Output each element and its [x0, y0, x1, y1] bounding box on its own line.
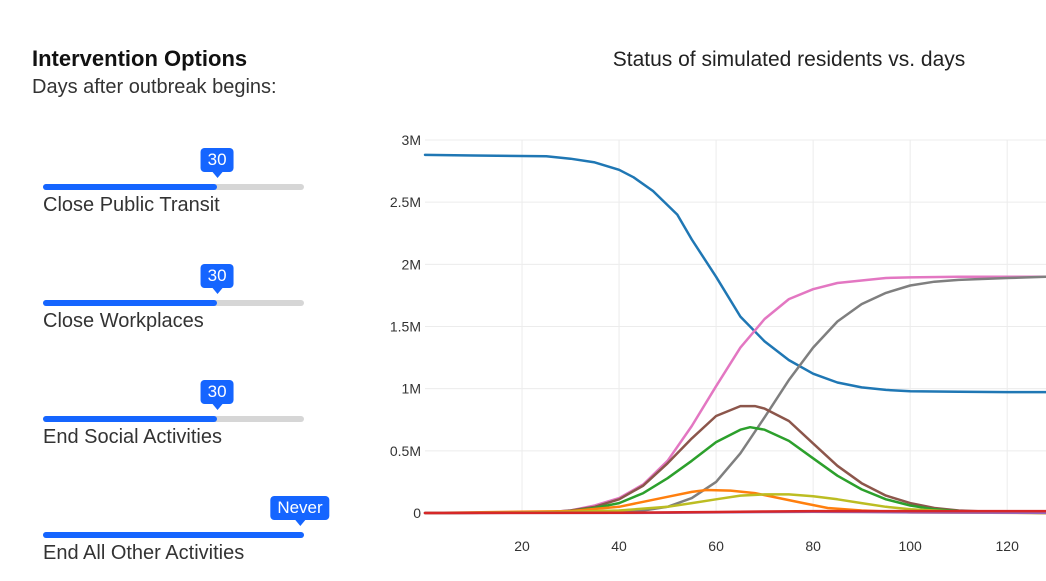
y-tick-label: 3M	[402, 132, 421, 148]
slider-value-badge[interactable]: 30	[200, 264, 234, 294]
slider-label: Close Workplaces	[43, 310, 204, 332]
slider-close-workplaces[interactable]: 30 Close Workplaces	[43, 260, 304, 332]
y-tick-label: 0.5M	[390, 443, 421, 459]
x-tick-label: 20	[514, 538, 530, 554]
x-tick-label: 60	[708, 538, 724, 554]
slider-fill	[43, 532, 304, 538]
slider-value-badge[interactable]: 30	[200, 380, 234, 410]
slider-fill	[43, 416, 218, 422]
series-line	[423, 493, 1046, 515]
panel-title: Intervention Options	[32, 46, 248, 71]
chart-title: Status of simulated residents vs. days	[613, 48, 966, 71]
y-tick-label: 2M	[402, 256, 421, 272]
series-line	[423, 509, 1046, 515]
y-tick-label: 2.5M	[390, 194, 421, 210]
series-line	[423, 404, 1046, 515]
y-tick-label: 0	[413, 505, 421, 521]
slider-fill	[43, 300, 218, 306]
slider-end-social-activities[interactable]: 30 End Social Activities	[43, 376, 304, 448]
panel-subtitle: Days after outbreak begins:	[32, 76, 277, 98]
series-line	[423, 153, 1046, 394]
y-tick-label: 1M	[402, 381, 421, 397]
chart-series	[423, 153, 1046, 515]
slider-label: End Social Activities	[43, 426, 222, 448]
x-tick-label: 120	[996, 538, 1020, 554]
series-line	[423, 488, 1046, 515]
x-axis: 20 40 60 80 100 120	[514, 538, 1019, 554]
series-line	[423, 275, 1046, 515]
series-line	[423, 275, 1046, 515]
x-tick-label: 40	[611, 538, 627, 554]
slider-label: Close Public Transit	[43, 194, 220, 216]
slider-end-all-other-activities[interactable]: Never End All Other Activities	[43, 492, 330, 564]
chart-grid	[425, 139, 1046, 514]
slider-label: End All Other Activities	[43, 542, 245, 564]
y-tick-label: 1.5M	[390, 319, 421, 335]
slider-fill	[43, 184, 218, 190]
series-line	[423, 425, 1046, 515]
intervention-panel: Intervention Options Days after outbreak…	[32, 44, 332, 100]
slider-value-badge[interactable]: Never	[270, 496, 330, 526]
x-tick-label: 100	[898, 538, 922, 554]
slider-value-badge[interactable]: 30	[200, 148, 234, 178]
y-axis: 0 0.5M 1M 1.5M 2M 2.5M 3M	[390, 132, 421, 521]
x-tick-label: 80	[805, 538, 821, 554]
slider-close-public-transit[interactable]: 30 Close Public Transit	[43, 144, 304, 216]
